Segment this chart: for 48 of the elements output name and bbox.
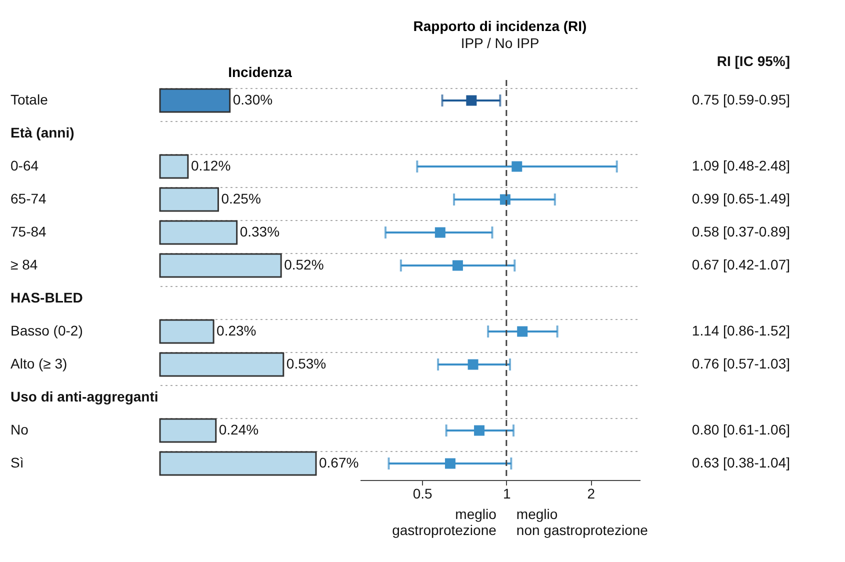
data-label: 0.33% [240,224,280,240]
y-tick-label: Età (anni) [10,124,74,140]
x-tick-label: 1 [503,486,512,502]
text: RI [IC 95%] [716,53,790,69]
bar [159,154,189,179]
data-label: 0.58 [0.37-0.89] [692,224,790,240]
text: meglio gastroprotezione [392,506,497,538]
bar [159,88,231,113]
data-label: 0.24% [218,422,259,438]
chart-title: Incidenza [228,64,292,80]
y-tick-label: ≥ 84 [10,256,38,272]
data-label: 0.53% [286,356,326,372]
bar [159,187,219,212]
data-label: 0.52% [284,256,324,272]
x-tick-label: 2 [587,486,596,502]
data-label: 0.99 [0.65-1.49] [692,190,790,206]
data-label: 0.76 [0.57-1.03] [692,356,790,372]
data-label: 0.80 [0.61-1.06] [692,422,790,438]
data-label: 0.75 [0.59-0.95] [692,92,790,108]
data-label: 0.25% [221,190,261,206]
x-tick-label: 0.5 [412,486,433,502]
data-label: 0.63 [0.38-1.04] [692,454,790,470]
data-label: 0.67% [319,454,359,470]
y-tick-label: 65-74 [10,190,47,206]
y-tick-label: Alto (≥ 3) [10,356,68,372]
bar [159,253,282,278]
chart-title: Rapporto di incidenza (RI) [413,18,587,34]
data-label: 0.67 [0.42-1.07] [692,256,790,272]
text: meglio non gastroprotezione [516,506,648,538]
bar [159,352,284,377]
data-label: 1.14 [0.86-1.52] [692,322,790,338]
bar [159,220,238,245]
y-tick-label: No [10,422,29,438]
bar [159,319,214,344]
bar [159,451,317,476]
y-tick-label: HAS-BLED [10,290,83,306]
y-tick-label: 0-64 [10,158,39,174]
y-tick-label: Sì [10,454,24,470]
data-label: 1.09 [0.48-2.48] [692,158,790,174]
y-tick-label: Uso di anti-aggreganti [10,388,158,404]
bar [159,418,217,443]
y-tick-label: Basso (0-2) [10,322,83,338]
data-label: 0.30% [232,92,273,108]
data-label: 0.23% [216,322,256,338]
chart-subtitle: IPP / No IPP [460,35,540,51]
y-tick-label: Totale [10,92,48,108]
y-tick-label: 75-84 [10,224,47,240]
data-label: 0.12% [190,158,231,174]
